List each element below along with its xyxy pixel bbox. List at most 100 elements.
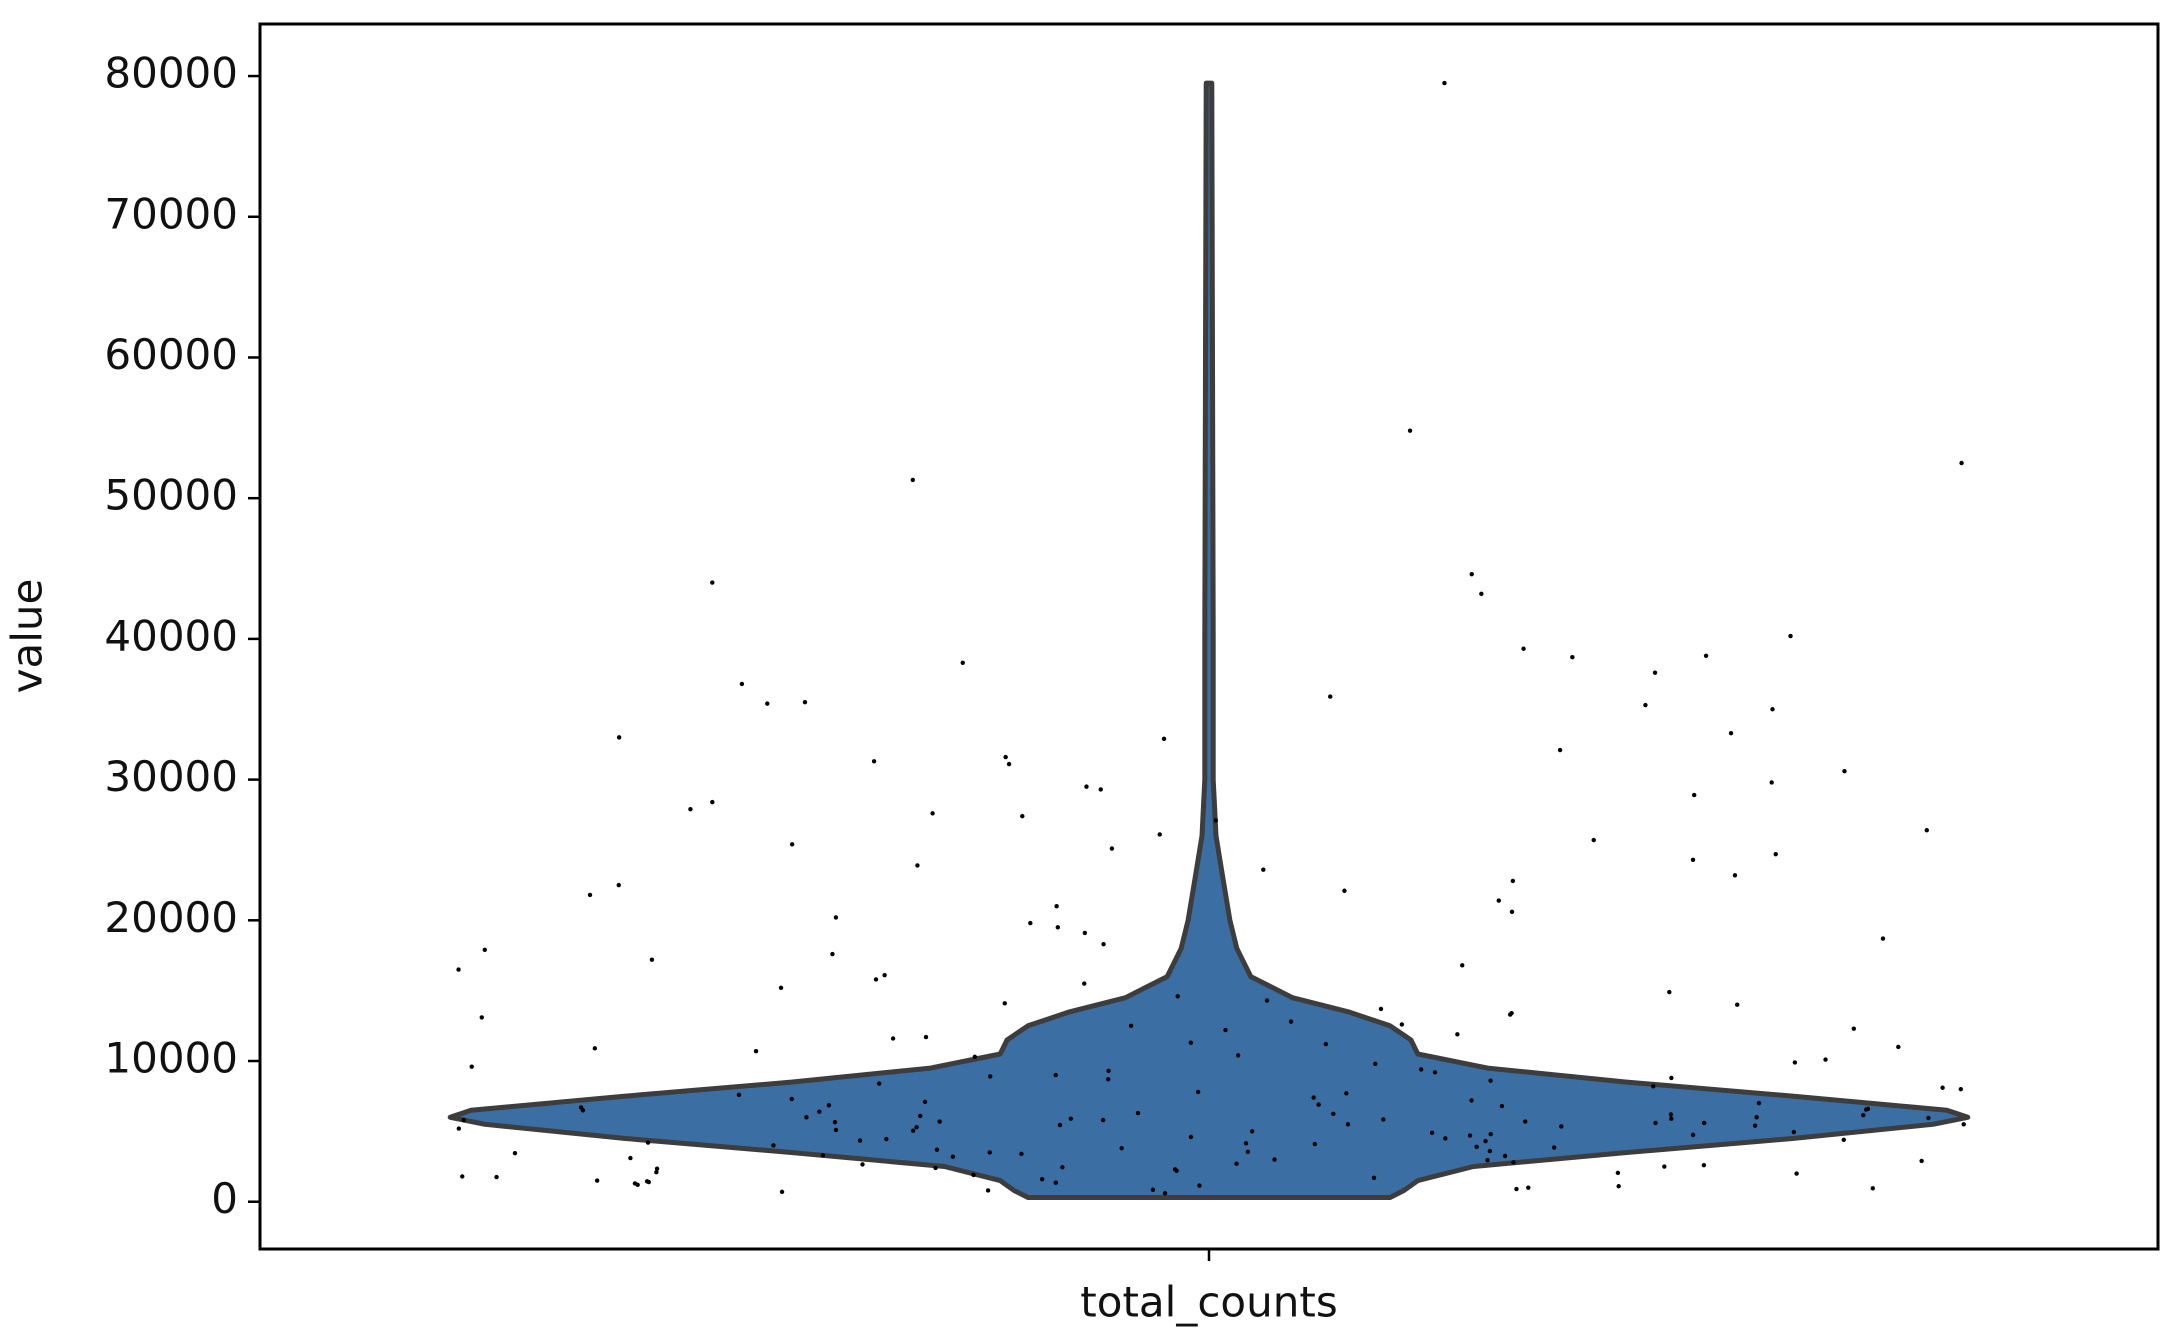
y-tick-label: 60000 bbox=[104, 330, 238, 379]
violin-body bbox=[447, 80, 1971, 1200]
point bbox=[1100, 1117, 1106, 1123]
point bbox=[890, 1036, 896, 1041]
point bbox=[1328, 694, 1333, 699]
point bbox=[1701, 1120, 1707, 1126]
point bbox=[972, 1054, 978, 1059]
point bbox=[1754, 1115, 1759, 1120]
point bbox=[826, 1103, 832, 1108]
point bbox=[910, 1128, 916, 1133]
point bbox=[1467, 1133, 1473, 1138]
point bbox=[753, 1048, 759, 1054]
point bbox=[1823, 1057, 1828, 1062]
point bbox=[1068, 1116, 1074, 1121]
point bbox=[1060, 1165, 1065, 1170]
point bbox=[1188, 1134, 1194, 1140]
point bbox=[971, 1172, 976, 1178]
point bbox=[1662, 1164, 1667, 1169]
point bbox=[789, 1096, 794, 1102]
point bbox=[456, 1126, 462, 1131]
point bbox=[1502, 1153, 1508, 1159]
point bbox=[1788, 633, 1793, 639]
point bbox=[1570, 654, 1575, 660]
point bbox=[1057, 1122, 1063, 1128]
y-tick-label: 20000 bbox=[104, 893, 238, 942]
point bbox=[1643, 702, 1648, 708]
point bbox=[1249, 1129, 1255, 1134]
point bbox=[654, 1166, 660, 1171]
point bbox=[1128, 1023, 1134, 1029]
point bbox=[594, 1178, 600, 1183]
point bbox=[1559, 1124, 1564, 1129]
point bbox=[1161, 736, 1167, 741]
point bbox=[1652, 670, 1658, 675]
point bbox=[460, 1174, 465, 1179]
point bbox=[1732, 873, 1738, 878]
point bbox=[1106, 1068, 1111, 1074]
point bbox=[1511, 1160, 1516, 1165]
point bbox=[1591, 837, 1596, 843]
point bbox=[820, 1153, 826, 1158]
point bbox=[1020, 813, 1025, 819]
plot-frame bbox=[258, 22, 2160, 1251]
point bbox=[635, 1182, 640, 1188]
point bbox=[1195, 1089, 1201, 1095]
point bbox=[873, 977, 879, 982]
point bbox=[988, 1074, 993, 1079]
point bbox=[910, 477, 915, 483]
point bbox=[1469, 571, 1474, 577]
y-tick-label: 80000 bbox=[104, 49, 238, 98]
point bbox=[1526, 1185, 1531, 1190]
x-tick-label: total_counts bbox=[1080, 1278, 1337, 1327]
point bbox=[1344, 1091, 1349, 1096]
point bbox=[930, 811, 935, 816]
point bbox=[922, 1099, 928, 1105]
point bbox=[1460, 963, 1465, 968]
point bbox=[1474, 1144, 1479, 1150]
point bbox=[1188, 1040, 1194, 1045]
point bbox=[830, 951, 835, 957]
point bbox=[1213, 818, 1219, 823]
point bbox=[1499, 1103, 1505, 1109]
point bbox=[1243, 1141, 1249, 1146]
point bbox=[985, 1188, 991, 1193]
point bbox=[469, 1064, 474, 1069]
point bbox=[765, 701, 770, 706]
point bbox=[710, 580, 715, 585]
point bbox=[1002, 1001, 1007, 1006]
point bbox=[479, 1015, 484, 1020]
point bbox=[1162, 1191, 1168, 1196]
point bbox=[736, 1092, 742, 1097]
point bbox=[1432, 1070, 1438, 1075]
point bbox=[592, 1046, 598, 1051]
point bbox=[918, 1113, 923, 1119]
point bbox=[857, 1138, 863, 1143]
point bbox=[628, 1155, 633, 1161]
point bbox=[1487, 1148, 1493, 1154]
point bbox=[923, 1034, 929, 1040]
point bbox=[1792, 1060, 1798, 1065]
point bbox=[1039, 1177, 1045, 1182]
point bbox=[587, 892, 593, 898]
point bbox=[1469, 1098, 1474, 1103]
point bbox=[1418, 1067, 1424, 1072]
point bbox=[494, 1174, 499, 1180]
point bbox=[1551, 1145, 1557, 1150]
point bbox=[1082, 930, 1088, 936]
point bbox=[1429, 1130, 1435, 1135]
point bbox=[1234, 1161, 1239, 1166]
point bbox=[876, 1081, 882, 1086]
point bbox=[1105, 1077, 1111, 1082]
point bbox=[833, 915, 839, 920]
point bbox=[482, 947, 487, 953]
point bbox=[1235, 1053, 1241, 1058]
point bbox=[1054, 904, 1059, 909]
point bbox=[1483, 1139, 1488, 1144]
point bbox=[1028, 920, 1033, 926]
point bbox=[1940, 1085, 1945, 1090]
point bbox=[1197, 1183, 1202, 1188]
point bbox=[1381, 1117, 1386, 1122]
point bbox=[580, 1108, 586, 1113]
point bbox=[1003, 754, 1008, 760]
point bbox=[1373, 1061, 1378, 1067]
point bbox=[1135, 1110, 1141, 1116]
